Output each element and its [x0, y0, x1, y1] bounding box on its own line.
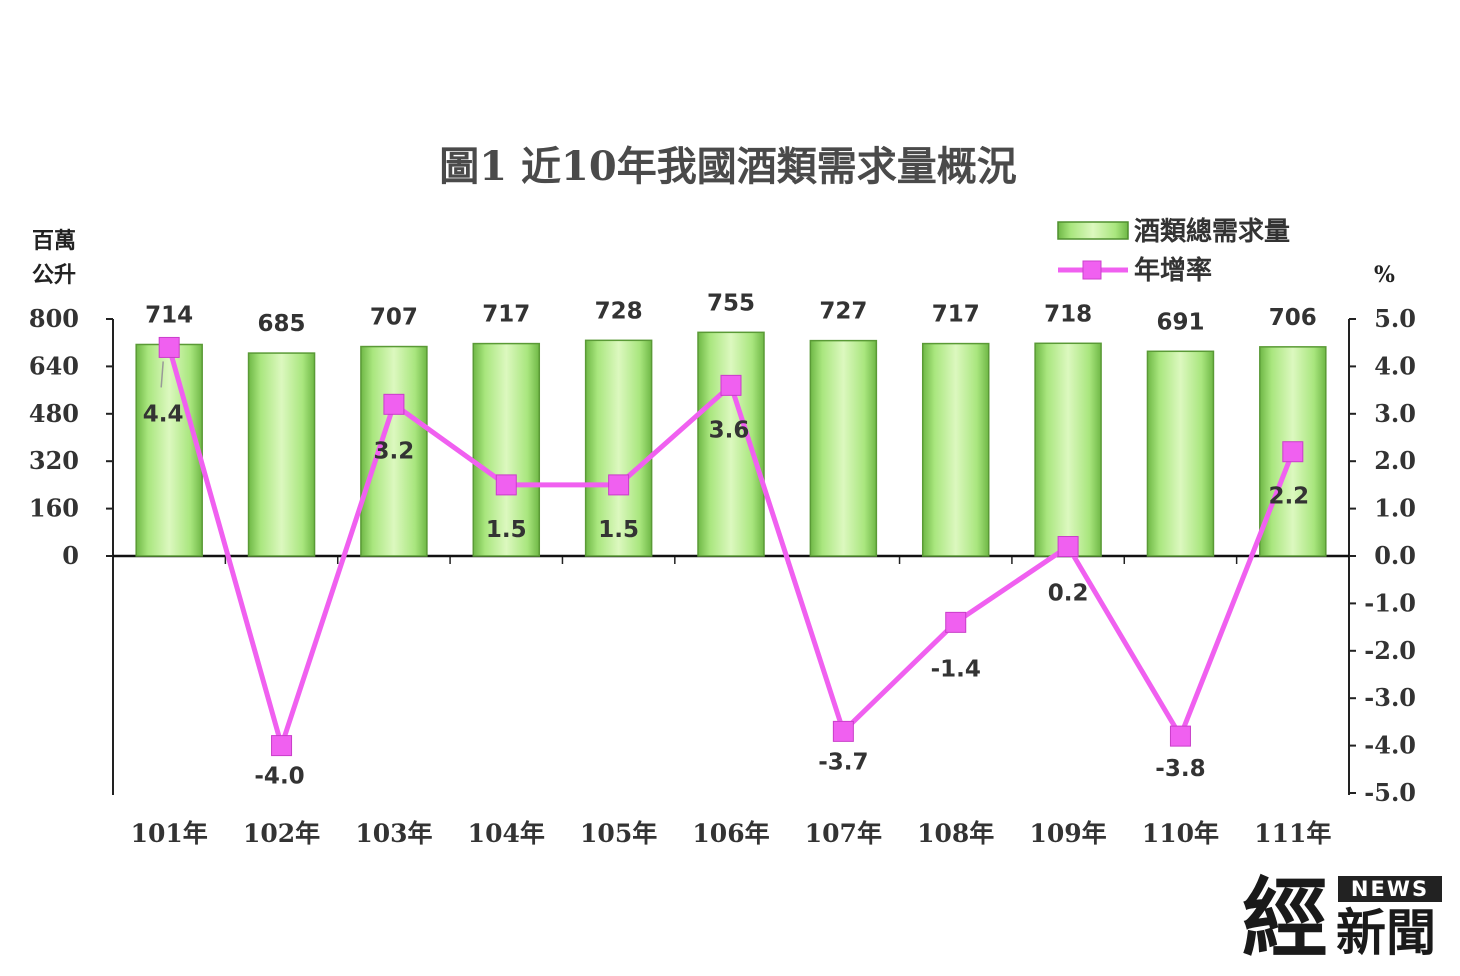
rate-value-label: -1.4 — [931, 656, 981, 682]
bar — [1146, 350, 1215, 557]
x-tick-label: 101年 — [131, 819, 208, 848]
bar-value-label: 707 — [370, 305, 418, 331]
rate-value-label: 3.2 — [374, 438, 415, 464]
rate-marker — [158, 336, 180, 358]
bar-value-label: 685 — [258, 311, 306, 337]
rate-value-label: 0.2 — [1048, 581, 1089, 607]
bar-series — [135, 331, 1327, 557]
rate-marker — [1057, 536, 1079, 558]
rate-marker — [495, 474, 517, 496]
legend: 酒類總需求量 年增率 — [1057, 216, 1290, 286]
bar — [360, 345, 428, 557]
brand-news-badge — [1338, 876, 1442, 902]
x-tick-label: 103年 — [355, 819, 432, 848]
right-tick-label: 3.0 — [1374, 399, 1416, 428]
bar — [809, 339, 878, 557]
left-tick-label: 320 — [29, 446, 79, 475]
rate-series — [158, 336, 1304, 757]
right-tick-label: 2.0 — [1374, 446, 1416, 475]
x-tick-label: 111年 — [1254, 819, 1331, 848]
left-unit-line2: 公升 — [32, 262, 76, 288]
bar-value-label: 706 — [1269, 305, 1317, 331]
rate-value-label: -4.0 — [254, 764, 304, 790]
chart-title: 圖1 近10年我國酒類需求量概況 — [439, 143, 1016, 190]
right-tick-label: 0.0 — [1374, 541, 1416, 570]
brand-news-text: NEWS — [1351, 877, 1429, 901]
rate-leader-line — [160, 361, 164, 388]
left-tick-label: 160 — [29, 494, 79, 523]
data-labels: 714 685 707 717 728 755 727 717 718 691 706 4.4 -4.0… — [143, 290, 1317, 789]
bar — [1034, 342, 1102, 557]
right-tick-label: -5.0 — [1364, 778, 1416, 807]
x-tick-label: 108年 — [917, 819, 994, 848]
rate-marker — [720, 374, 742, 396]
bar-value-label: 714 — [145, 302, 193, 328]
rate-marker — [271, 735, 293, 757]
legend-line-label: 年增率 — [1134, 255, 1212, 286]
brand-logo: 經 NEWS 新聞 — [1242, 868, 1442, 969]
x-tick-label: 104年 — [468, 819, 545, 848]
rate-marker — [383, 393, 405, 415]
bar — [584, 339, 653, 557]
right-tick-label: 4.0 — [1374, 351, 1416, 380]
bar — [921, 342, 990, 557]
left-tick-label: 0 — [62, 541, 79, 570]
bar-value-label: 718 — [1044, 301, 1092, 327]
brand-logo-small: 新聞 — [1336, 903, 1436, 962]
legend-bar-swatch — [1057, 221, 1129, 240]
rate-marker — [608, 474, 630, 496]
bar — [135, 343, 203, 557]
left-unit-line1: 百萬 — [32, 228, 76, 254]
rate-value-label: -3.7 — [818, 749, 868, 775]
x-tick-label: 107年 — [805, 819, 882, 848]
rate-value-label: 1.5 — [598, 517, 639, 543]
rate-marker — [1169, 725, 1191, 747]
rate-value-label: -3.8 — [1155, 756, 1205, 782]
x-tick-label: 102年 — [243, 819, 320, 848]
bar-value-label: 691 — [1156, 309, 1204, 335]
x-tick-label: 109年 — [1029, 819, 1106, 848]
right-tick-label: 5.0 — [1374, 304, 1416, 333]
left-tick-label: 800 — [29, 304, 79, 333]
bar-value-label: 728 — [595, 298, 643, 324]
rate-value-label: 2.2 — [1268, 484, 1309, 510]
left-tick-label: 480 — [29, 399, 79, 428]
right-tick-label: 1.0 — [1374, 494, 1416, 523]
rate-marker — [945, 611, 967, 633]
axes: 800 640 480 320 160 0 5.0 4.0 3.0 2.0 1.0 0.0 -1.0 -2… — [29, 304, 1416, 848]
rate-marker — [832, 720, 854, 742]
x-tick-label: 106年 — [692, 819, 769, 848]
bar-value-label: 717 — [482, 302, 530, 328]
brand-logo-big: 經 — [1242, 868, 1328, 969]
bar-value-label: 717 — [932, 302, 980, 328]
x-tick-label: 105年 — [580, 819, 657, 848]
right-unit: % — [1374, 262, 1395, 288]
bar-value-label: 755 — [707, 290, 755, 316]
right-tick-label: -4.0 — [1364, 731, 1416, 760]
bar — [697, 331, 765, 557]
legend-bar-label: 酒類總需求量 — [1134, 216, 1290, 247]
x-tick-label: 110年 — [1142, 819, 1219, 848]
left-tick-label: 640 — [29, 351, 79, 380]
bar — [472, 342, 541, 557]
rate-value-label: 3.6 — [709, 417, 750, 443]
right-tick-label: -1.0 — [1364, 588, 1416, 617]
bar — [247, 352, 316, 557]
rate-value-label: 1.5 — [486, 517, 527, 543]
rate-marker — [1282, 441, 1304, 463]
rate-value-label: 4.4 — [143, 401, 184, 427]
right-tick-label: -3.0 — [1364, 683, 1416, 712]
legend-line-marker — [1082, 260, 1102, 280]
right-tick-label: -2.0 — [1364, 636, 1416, 665]
bar-value-label: 727 — [819, 299, 867, 325]
